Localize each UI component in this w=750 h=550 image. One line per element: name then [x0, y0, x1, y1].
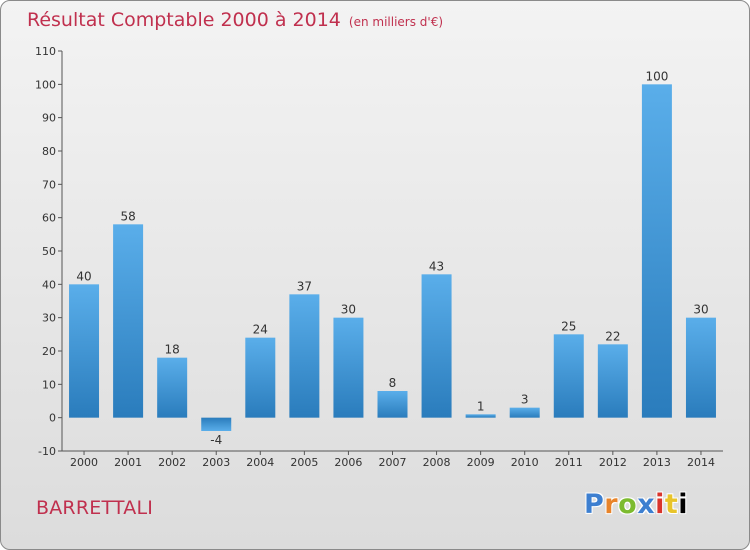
x-tick-label: 2012	[599, 456, 627, 469]
y-tick-label: 60	[42, 212, 56, 225]
x-tick-label: 2008	[423, 456, 451, 469]
y-tick-label: 40	[42, 278, 56, 291]
x-tick-label: 2009	[467, 456, 495, 469]
y-tick-label: 90	[42, 112, 56, 125]
x-tick-label: 2013	[643, 456, 671, 469]
data-label-2009: 1	[477, 399, 485, 413]
data-label-2004: 24	[253, 323, 268, 337]
bar-2010	[509, 407, 540, 418]
data-label-2007: 8	[389, 376, 397, 390]
x-tick-label: 2005	[290, 456, 318, 469]
y-tick-label: -10	[38, 445, 56, 458]
y-tick-label: 0	[49, 412, 56, 425]
data-label-2010: 3	[521, 393, 529, 407]
bar-2001	[113, 224, 144, 418]
x-tick-label: 2011	[555, 456, 583, 469]
title-text: Résultat Comptable 2000 à 2014	[27, 9, 341, 31]
x-tick-label: 2007	[379, 456, 407, 469]
x-tick-label: 2010	[511, 456, 539, 469]
y-tick-label: 100	[35, 78, 56, 91]
x-tick-label: 2006	[334, 456, 362, 469]
data-label-2013: 100	[645, 69, 668, 83]
bar-2011	[553, 334, 584, 418]
bar-2008	[421, 274, 452, 418]
bar-2004	[245, 337, 276, 418]
bar-2003	[201, 417, 232, 431]
y-tick-label: 30	[42, 312, 56, 325]
y-tick-label: 10	[42, 378, 56, 391]
subtitle-text: (en milliers d'€)	[348, 15, 444, 29]
data-label-2005: 37	[297, 279, 312, 293]
bar-2013	[641, 84, 672, 418]
data-label-2008: 43	[429, 259, 444, 273]
data-labels-group: 40 58 18 -4 24 37 30 8 43 1 3 25 22 100 30	[76, 69, 708, 447]
y-tick-label: 20	[42, 345, 56, 358]
y-tick-label: 80	[42, 145, 56, 158]
bar-2006	[333, 317, 364, 418]
data-label-2003: -4	[210, 433, 222, 447]
bar-2007	[377, 391, 408, 418]
chart-title: Résultat Comptable 2000 à 2014 (en millie…	[27, 9, 443, 31]
data-label-2001: 58	[120, 209, 135, 223]
data-label-2011: 25	[561, 319, 576, 333]
bar-2012	[597, 344, 628, 418]
data-label-2000: 40	[76, 269, 91, 283]
bar-2014	[685, 317, 716, 418]
axes: -10 0 10 20 30 40 50 60 70 80 90 100 110 2000 2001 2002…	[35, 45, 723, 469]
x-tick-label: 2002	[158, 456, 186, 469]
x-tick-label: 2014	[687, 456, 715, 469]
y-tick-label: 110	[35, 45, 56, 58]
bar-2009	[465, 414, 496, 418]
x-tick-label: 2001	[114, 456, 142, 469]
x-tick-label: 2000	[70, 456, 98, 469]
bars-group	[69, 84, 716, 431]
bar-2000	[69, 284, 100, 418]
y-tick-label: 70	[42, 178, 56, 191]
x-tick-label: 2003	[202, 456, 230, 469]
commune-name: BARRETTALI	[36, 497, 154, 519]
y-tick-label: 50	[42, 245, 56, 258]
data-label-2002: 18	[165, 343, 180, 357]
x-tick-label: 2004	[246, 456, 274, 469]
data-label-2014: 30	[693, 303, 708, 317]
proxiti-logo: Proxiti	[584, 489, 689, 520]
bar-2002	[157, 357, 188, 418]
data-label-2006: 30	[341, 303, 356, 317]
bar-2005	[289, 294, 320, 418]
data-label-2012: 22	[605, 329, 620, 343]
